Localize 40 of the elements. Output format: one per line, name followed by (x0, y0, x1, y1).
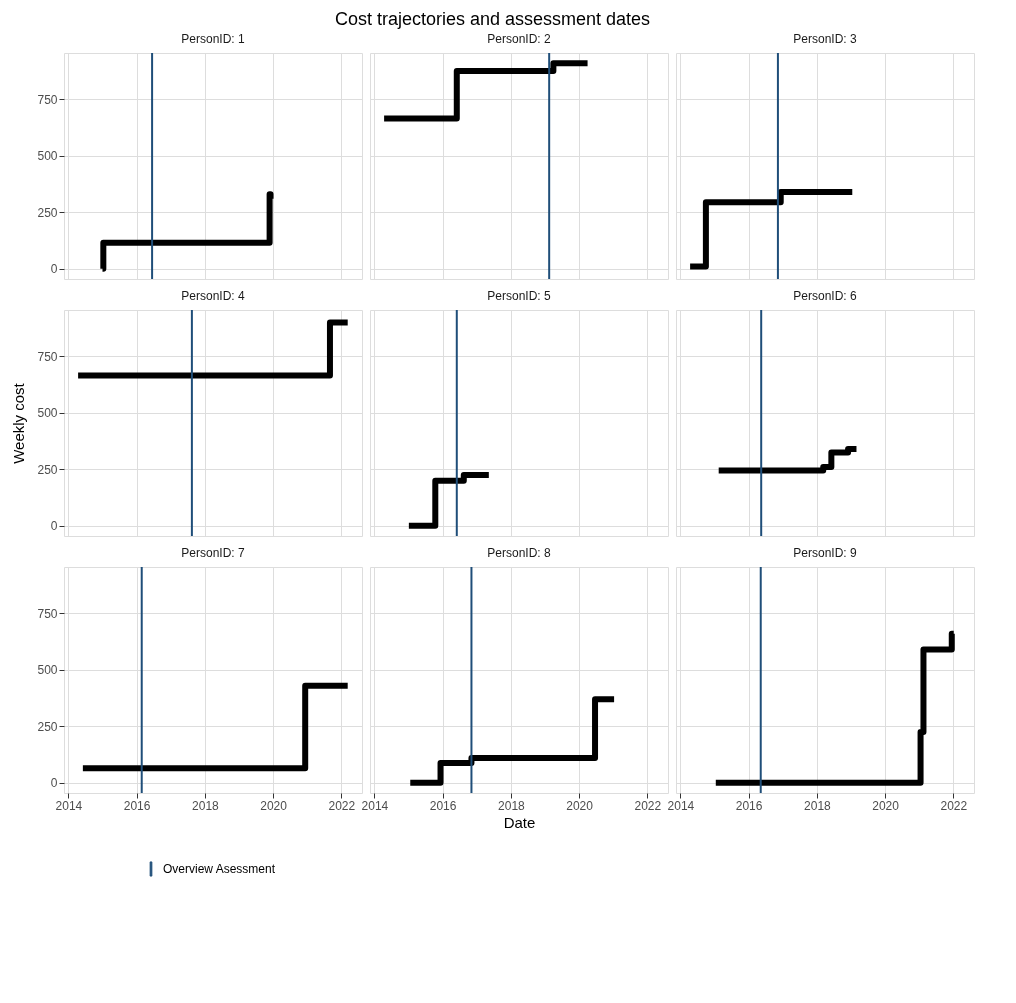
x-tick-label: 2020 (566, 798, 594, 813)
x-tick-label: 2020 (260, 798, 288, 813)
x-tick-label: 2014 (667, 798, 695, 813)
x-tick-label: 2018 (192, 798, 220, 813)
chart-title: PersonID: 6 (793, 289, 857, 303)
x-tick-label: 2018 (498, 798, 526, 813)
x-tick-label: 2014 (361, 798, 389, 813)
y-tick-label: 500 (37, 406, 58, 421)
x-tick-label: 2018 (804, 798, 832, 813)
y-tick-label: 0 (50, 519, 58, 534)
x-tick-label: 2014 (55, 798, 83, 813)
y-tick-label: 250 (37, 462, 58, 477)
y-tick-label: 250 (37, 205, 58, 220)
x-tick-label: 2022 (634, 798, 662, 813)
y-tick-label: 750 (37, 349, 58, 364)
chart-title: PersonID: 5 (487, 289, 551, 303)
chart-title: PersonID: 7 (181, 546, 245, 560)
chart-title: PersonID: 8 (487, 546, 551, 560)
y-tick-label: 750 (37, 92, 58, 107)
chart-title: PersonID: 3 (793, 32, 857, 46)
chart-title: PersonID: 9 (793, 546, 857, 560)
text: Cost trajectories and assessment dates (334, 8, 651, 29)
x-tick-label: 2016 (123, 798, 151, 813)
chart-title: PersonID: 4 (181, 289, 245, 303)
x-tick-label: 2016 (429, 798, 457, 813)
chart-title: PersonID: 2 (487, 32, 551, 46)
chart-title: PersonID: 1 (181, 32, 245, 46)
x-tick-label: 2022 (940, 798, 968, 813)
y-tick-label: 0 (50, 262, 58, 277)
x-tick-label: 2022 (328, 798, 356, 813)
y-tick-label: 750 (37, 606, 58, 621)
y-tick-label: 500 (37, 149, 58, 164)
y-tick-label: 0 (50, 776, 58, 791)
x-axis-title: Date (503, 813, 536, 831)
x-tick-label: 2020 (872, 798, 900, 813)
y-tick-label: 500 (37, 663, 58, 678)
x-tick-label: 2016 (735, 798, 763, 813)
y-axis-title: Weekly cost (9, 382, 27, 464)
y-tick-label: 250 (37, 719, 58, 734)
legend-label: Overview Asessment (163, 862, 276, 876)
